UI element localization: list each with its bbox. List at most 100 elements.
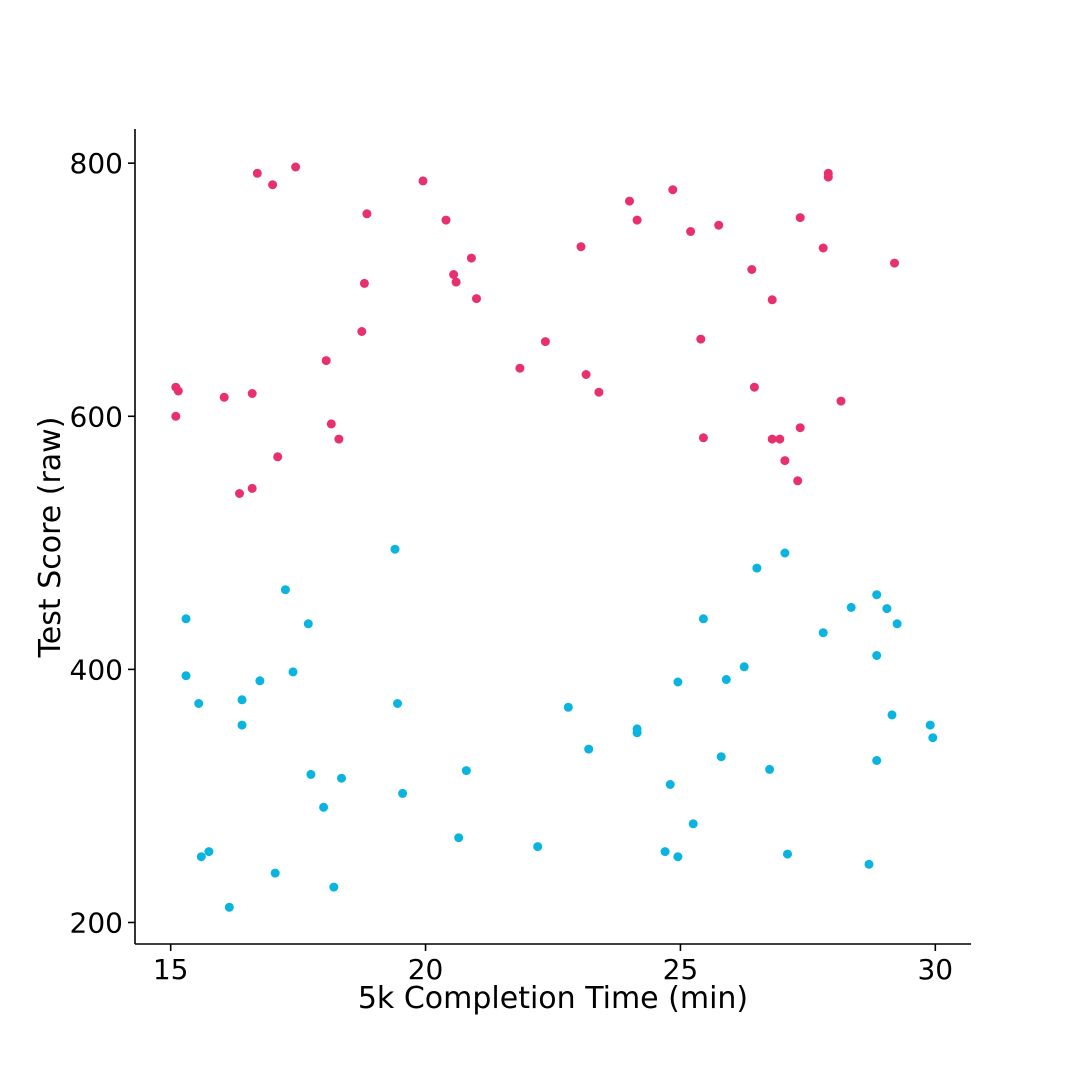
scatter-point xyxy=(390,544,400,554)
scatter-point xyxy=(668,185,678,195)
scatter-point xyxy=(780,548,790,558)
scatter-point xyxy=(795,213,805,223)
scatter-point xyxy=(887,710,897,720)
x-tick-label: 20 xyxy=(408,953,444,986)
scatter-point xyxy=(739,662,749,672)
scatter-point xyxy=(449,270,459,279)
scatter-point xyxy=(252,168,262,178)
scatter-point xyxy=(632,728,642,738)
y-axis-label: Test Score (raw) xyxy=(33,417,68,659)
scatter-point xyxy=(714,220,724,230)
scatter-point xyxy=(268,180,278,190)
scatter-point xyxy=(181,614,191,624)
scatter-point xyxy=(698,433,708,443)
scatter-point xyxy=(224,902,234,912)
scatter-point xyxy=(451,277,461,287)
scatter-point xyxy=(273,452,283,462)
scatter-point xyxy=(780,456,790,466)
scatter-point xyxy=(326,419,336,429)
scatter-point xyxy=(533,842,543,852)
scatter-point xyxy=(795,423,805,433)
scatter-point xyxy=(721,675,731,684)
scatter-point xyxy=(872,651,882,660)
y-tick-label: 200 xyxy=(70,906,123,939)
scatter-point xyxy=(291,162,301,172)
scatter-point xyxy=(418,176,428,186)
scatter-point xyxy=(398,788,408,798)
scatter-point xyxy=(171,411,181,421)
scatter-point xyxy=(270,868,280,878)
scatter-point xyxy=(581,370,591,379)
scatter-point xyxy=(247,483,257,493)
scatter-point xyxy=(329,882,339,892)
scatter-point xyxy=(698,614,708,624)
scatter-point xyxy=(872,756,882,765)
scatter-point xyxy=(775,434,785,444)
scatter-point xyxy=(747,265,757,274)
scatter-point xyxy=(173,386,183,396)
x-tick-label: 15 xyxy=(153,953,189,986)
scatter-point xyxy=(660,847,670,857)
scatter-point xyxy=(337,773,346,783)
axes-layer: 15 20 25 30 200 400 600 800 xyxy=(70,129,971,986)
scatter-point xyxy=(280,585,290,595)
scatter-point xyxy=(219,392,229,402)
scatter-point xyxy=(359,278,369,288)
scatter-point xyxy=(594,387,604,397)
scatter-point xyxy=(890,258,899,268)
scatter-point xyxy=(632,215,642,225)
scatter-point xyxy=(925,720,935,730)
scatter-point xyxy=(836,396,846,406)
scatter-point xyxy=(673,677,683,687)
scatter-point xyxy=(793,476,803,486)
scatter-point xyxy=(306,769,316,779)
scatter-point xyxy=(204,847,214,857)
scatter-point xyxy=(696,334,706,344)
scatter-point xyxy=(767,434,777,444)
scatter-point xyxy=(515,363,525,373)
scatter-point xyxy=(576,242,586,252)
scatter-point xyxy=(846,602,856,612)
scatter-point xyxy=(688,819,698,829)
scatter-point xyxy=(334,434,344,444)
points-layer xyxy=(171,162,938,912)
scatter-point xyxy=(237,720,247,730)
scatter-point xyxy=(872,590,882,600)
y-tick-label: 600 xyxy=(70,400,123,433)
scatter-point xyxy=(196,852,206,862)
scatter-point xyxy=(716,752,726,762)
scatter-point xyxy=(783,849,792,859)
scatter-point xyxy=(461,766,471,776)
scatter-point xyxy=(823,172,833,182)
scatter-point xyxy=(818,628,828,638)
scatter-point xyxy=(454,833,464,843)
scatter-point xyxy=(319,802,329,812)
scatter-point xyxy=(540,337,550,347)
scatter-point xyxy=(625,196,634,206)
scatter-point xyxy=(362,209,372,219)
scatter-point xyxy=(441,215,451,225)
scatter-point xyxy=(237,695,247,705)
scatter-point xyxy=(686,227,696,236)
scatter-point xyxy=(765,764,775,774)
scatter-point xyxy=(466,253,476,263)
scatter-point xyxy=(892,619,902,629)
scatter-point xyxy=(393,699,402,708)
x-tick-label: 25 xyxy=(663,953,699,986)
scatter-point xyxy=(928,733,938,743)
y-tick-label: 400 xyxy=(70,653,123,686)
scatter-point xyxy=(584,744,594,754)
scatter-point xyxy=(235,489,244,498)
scatter-point xyxy=(767,295,777,305)
scatter-point xyxy=(194,699,204,708)
y-tick-label: 800 xyxy=(70,147,123,180)
scatter-point xyxy=(882,604,892,614)
scatter-point xyxy=(247,389,257,398)
scatter-point xyxy=(181,671,191,681)
scatter-point xyxy=(864,859,874,869)
scatter-point xyxy=(472,294,481,304)
x-axis-label: 5k Completion Time (min) xyxy=(358,981,748,1016)
scatter-point xyxy=(673,852,683,862)
x-tick-label: 30 xyxy=(917,953,953,986)
